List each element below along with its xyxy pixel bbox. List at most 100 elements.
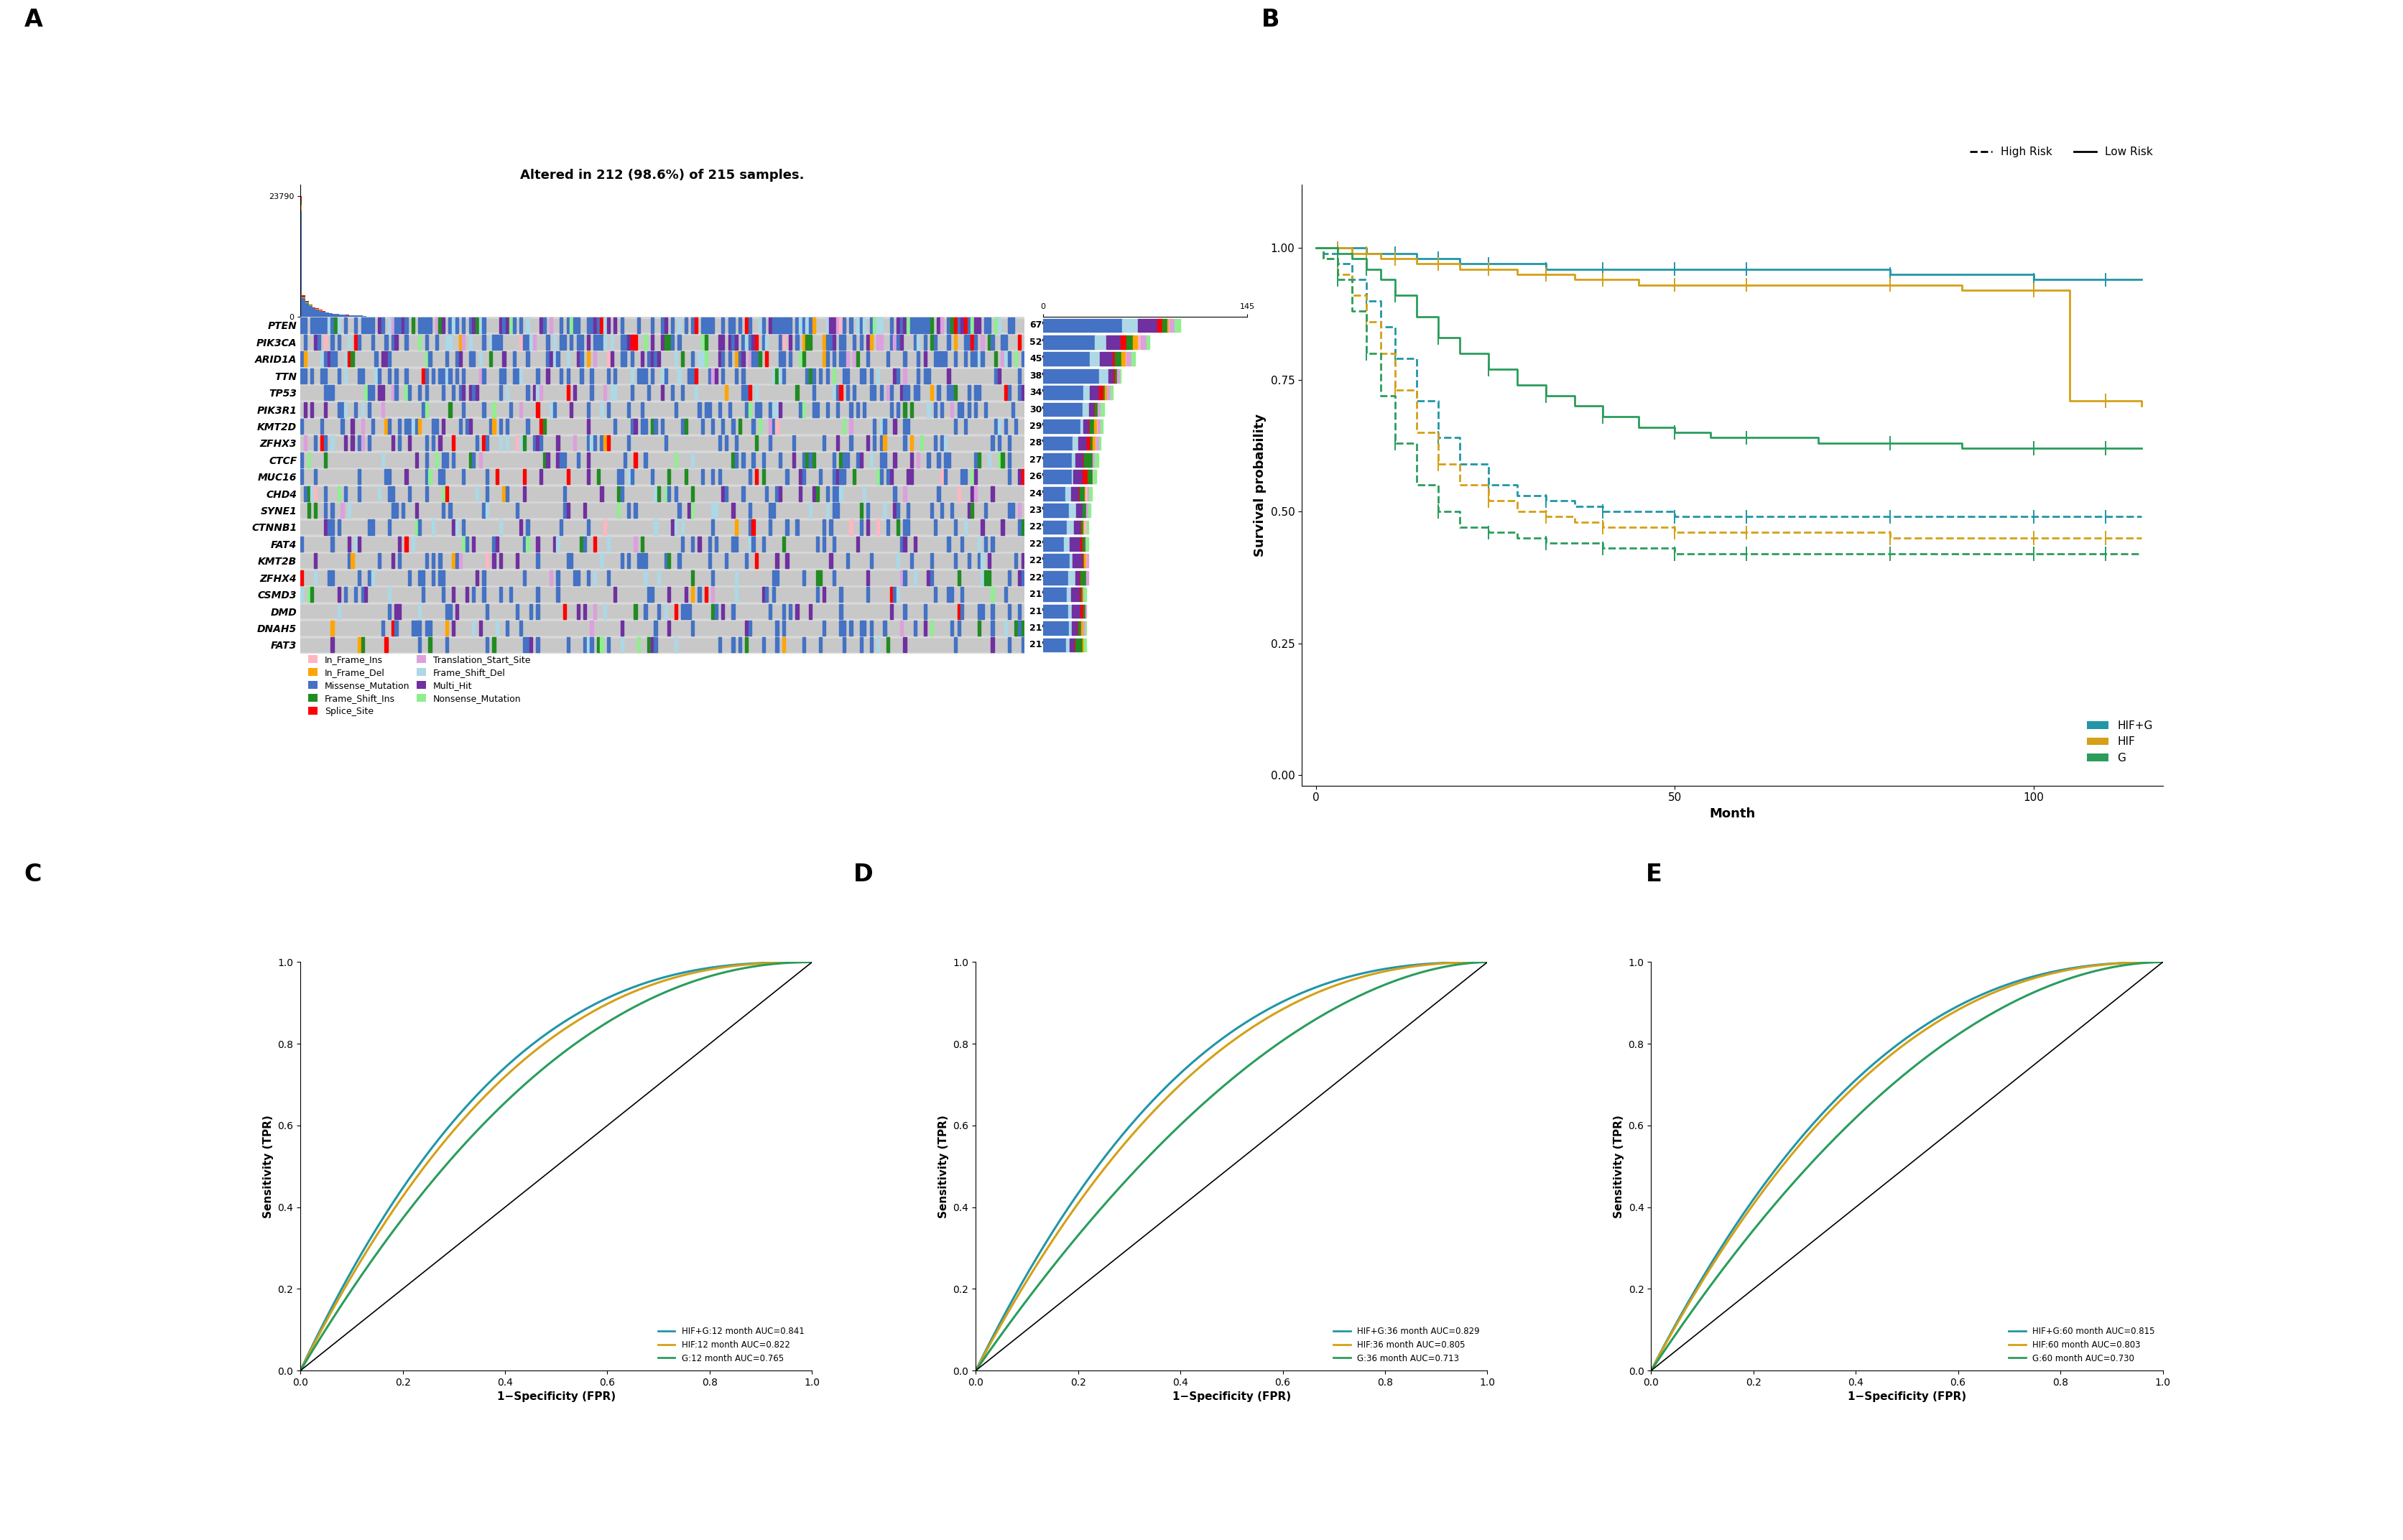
Bar bbox=[586, 317, 589, 333]
Bar bbox=[776, 638, 779, 653]
Bar bbox=[526, 419, 529, 434]
Bar bbox=[872, 436, 877, 451]
Bar bbox=[1019, 334, 1021, 350]
Bar bbox=[781, 334, 786, 350]
Bar bbox=[788, 334, 793, 350]
Bar bbox=[752, 519, 755, 534]
Bar bbox=[973, 351, 978, 367]
Bar bbox=[1021, 351, 1024, 367]
Bar bbox=[961, 587, 964, 602]
Bar bbox=[836, 436, 839, 451]
Bar bbox=[663, 487, 668, 501]
Bar bbox=[1081, 403, 1089, 416]
Bar bbox=[327, 570, 329, 585]
HIF:36 month AUC=0.805 bbox=[1473, 953, 1502, 972]
Bar bbox=[726, 385, 728, 400]
Bar bbox=[839, 621, 843, 636]
Bar bbox=[663, 317, 668, 333]
Bar bbox=[1132, 353, 1134, 365]
Bar bbox=[529, 604, 533, 619]
G:12 month AUC=0.765 bbox=[382, 1218, 411, 1237]
Bar bbox=[399, 317, 401, 333]
Bar bbox=[425, 317, 428, 333]
Bar bbox=[433, 570, 435, 585]
Bar bbox=[863, 402, 865, 417]
Bar bbox=[743, 385, 745, 400]
Bar bbox=[577, 334, 579, 350]
Bar bbox=[416, 419, 418, 434]
Bar bbox=[536, 587, 538, 602]
Bar bbox=[860, 368, 863, 383]
Bar bbox=[764, 351, 769, 367]
Bar bbox=[769, 604, 771, 619]
Bar bbox=[344, 436, 346, 451]
Bar bbox=[502, 368, 505, 383]
Bar bbox=[997, 368, 1000, 383]
Bar bbox=[502, 351, 505, 367]
G:12 month AUC=0.765 bbox=[771, 953, 800, 972]
Bar bbox=[901, 385, 904, 400]
Bar bbox=[315, 317, 317, 333]
Bar bbox=[879, 334, 882, 350]
Bar bbox=[1072, 622, 1077, 634]
Bar bbox=[567, 504, 570, 517]
G:36 month AUC=0.713 bbox=[961, 1361, 990, 1380]
Bar bbox=[579, 536, 584, 551]
Bar bbox=[779, 368, 781, 383]
Bar bbox=[594, 351, 596, 367]
Line: G:60 month AUC=0.730: G:60 month AUC=0.730 bbox=[1651, 962, 2163, 1371]
Bar bbox=[954, 317, 956, 333]
HIF+G:60 month AUC=0.815 bbox=[2148, 953, 2177, 972]
Bar bbox=[654, 638, 656, 653]
Bar bbox=[846, 351, 848, 367]
Bar bbox=[894, 453, 896, 468]
Bar bbox=[300, 622, 1024, 634]
Bar bbox=[567, 638, 570, 653]
Bar bbox=[1077, 571, 1079, 584]
Bar bbox=[557, 351, 560, 367]
X-axis label: Month: Month bbox=[1709, 807, 1754, 821]
Bar bbox=[332, 638, 334, 653]
Bar bbox=[401, 317, 404, 333]
Bar bbox=[747, 334, 752, 350]
Bar bbox=[973, 317, 978, 333]
Bar bbox=[781, 536, 786, 551]
Bar bbox=[459, 385, 461, 400]
Bar bbox=[870, 368, 872, 383]
Bar bbox=[692, 570, 694, 585]
Bar bbox=[964, 470, 966, 484]
Bar bbox=[651, 334, 654, 350]
Bar bbox=[368, 519, 370, 534]
Bar bbox=[339, 314, 344, 317]
Bar bbox=[553, 536, 555, 551]
Bar bbox=[855, 453, 860, 468]
Bar bbox=[769, 436, 771, 451]
Bar bbox=[812, 317, 815, 333]
Bar bbox=[1004, 385, 1007, 400]
Bar bbox=[642, 419, 644, 434]
Bar bbox=[445, 334, 449, 350]
Bar bbox=[675, 604, 678, 619]
Bar bbox=[461, 536, 466, 551]
Bar bbox=[466, 587, 469, 602]
HIF+G:60 month AUC=0.815 bbox=[2105, 953, 2134, 972]
Bar bbox=[978, 621, 980, 636]
HIF:12 month AUC=0.822 bbox=[308, 1321, 336, 1340]
Bar bbox=[668, 587, 670, 602]
Bar bbox=[654, 621, 656, 636]
Bar bbox=[954, 419, 956, 434]
Bar bbox=[500, 519, 502, 534]
Bar bbox=[1069, 622, 1072, 634]
Bar bbox=[827, 402, 829, 417]
Bar bbox=[810, 368, 812, 383]
Bar bbox=[815, 402, 819, 417]
Bar bbox=[370, 317, 375, 333]
Bar bbox=[610, 334, 613, 350]
Bar bbox=[545, 351, 550, 367]
Bar bbox=[978, 604, 980, 619]
Bar bbox=[399, 419, 401, 434]
Bar bbox=[1007, 385, 1012, 400]
Bar bbox=[543, 419, 545, 434]
HIF:60 month AUC=0.803 bbox=[1658, 1324, 1687, 1343]
Bar bbox=[620, 621, 622, 636]
